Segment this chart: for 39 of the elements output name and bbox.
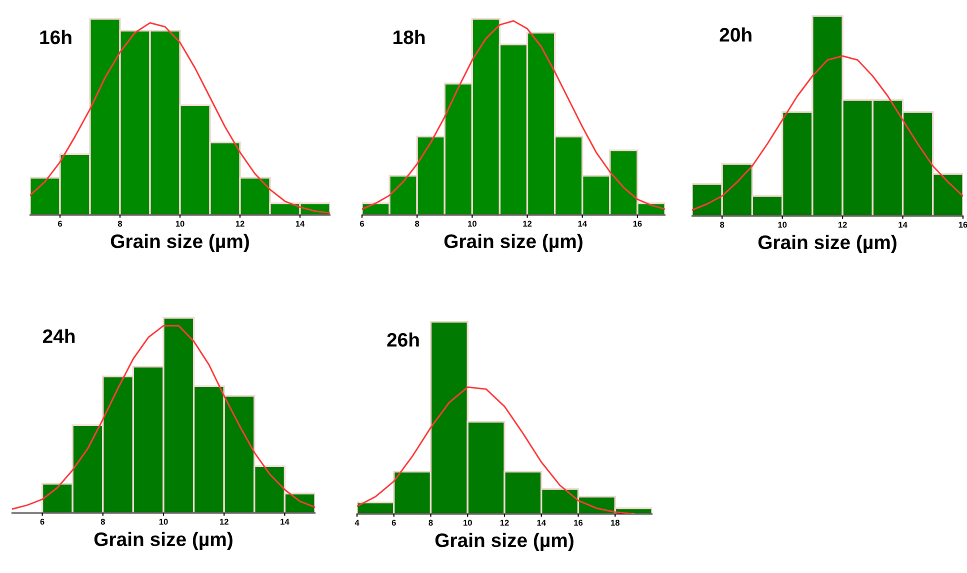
x-tick-label: 12: [523, 220, 532, 227]
x-axis-title: Grain size (µm): [110, 234, 249, 252]
x-tick-label: 12: [500, 520, 509, 526]
x-tick-label: 8: [428, 520, 433, 526]
x-tick-label: 16: [633, 220, 642, 227]
x-tick-label: 6: [58, 220, 62, 227]
chart-title: 24h: [42, 328, 75, 343]
x-axis-title: Grain size (µm): [444, 234, 582, 252]
x-tick-label: 12: [236, 220, 244, 227]
x-tick-label: 14: [898, 222, 908, 228]
chart-title: 18h: [394, 30, 425, 44]
x-tick-label: 8: [720, 222, 724, 228]
x-tick-label: 4: [354, 520, 360, 526]
x-tick-label: 14: [537, 520, 546, 526]
x-tick-label: 14: [578, 220, 587, 227]
x-tick-label: 16: [574, 520, 583, 526]
x-tick-label: 18: [611, 520, 620, 526]
x-tick-label: 6: [40, 518, 44, 525]
x-axis-title: Grain size (µm): [758, 234, 896, 254]
x-axis-title: Grain size (µm): [435, 532, 574, 552]
x-tick-label: 14: [296, 220, 305, 227]
x-tick-label: 10: [464, 520, 472, 526]
x-tick-label: 14: [280, 518, 290, 525]
x-tick-label: 8: [118, 220, 122, 227]
x-tick-label: 10: [159, 518, 168, 525]
x-tick-label: 8: [415, 220, 420, 227]
chart-title: 16h: [40, 30, 72, 44]
x-tick-label: 10: [468, 220, 476, 227]
x-tick-label: 12: [838, 222, 847, 228]
x-tick-label: 6: [360, 220, 364, 227]
x-tick-label: 6: [392, 520, 396, 526]
x-tick-label: 16: [958, 222, 967, 228]
x-axis-title: Grain size (µm): [94, 532, 232, 550]
x-tick-label: 8: [100, 518, 105, 525]
chart-title: 26h: [387, 332, 419, 347]
chart-title: 20h: [720, 27, 752, 42]
x-tick-label: 10: [176, 220, 184, 227]
x-tick-label: 10: [778, 222, 787, 228]
x-tick-label: 12: [220, 518, 228, 525]
